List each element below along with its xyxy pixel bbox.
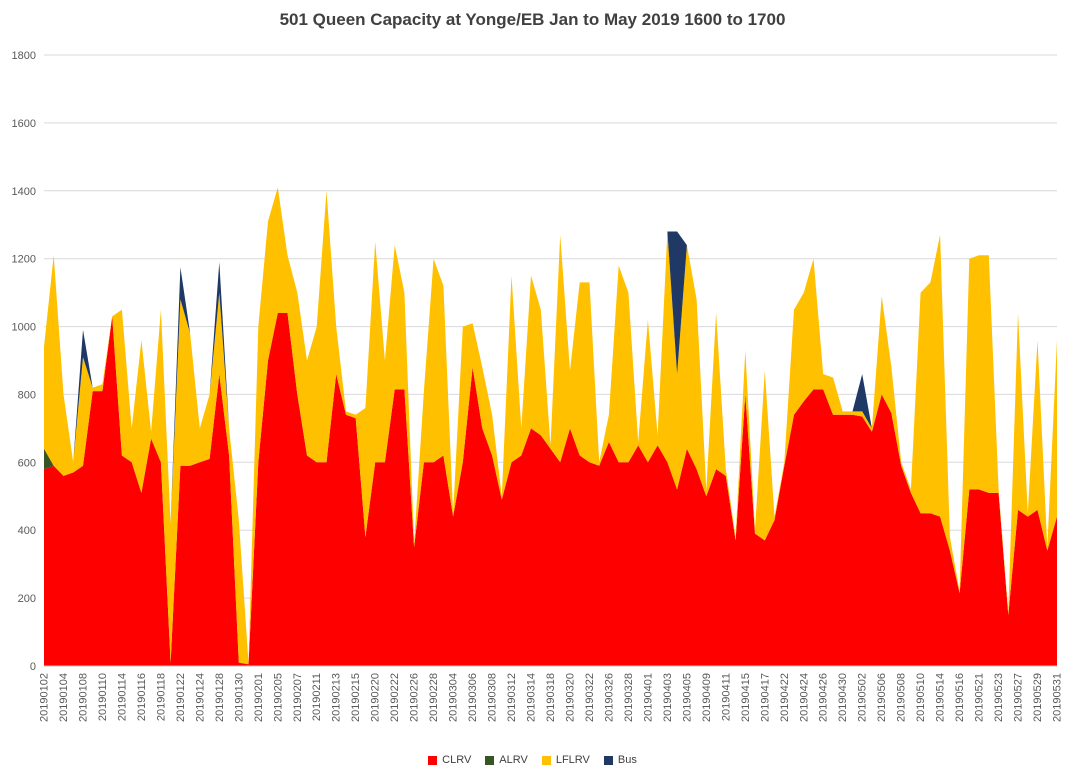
svg-text:20190110: 20190110	[97, 673, 109, 721]
svg-text:20190322: 20190322	[584, 673, 596, 722]
legend-label-clrv: CLRV	[442, 754, 472, 766]
chart-legend: CLRV ALRV LFLRV Bus	[0, 754, 1065, 766]
svg-text:20190411: 20190411	[720, 673, 732, 721]
svg-text:20190114: 20190114	[116, 673, 128, 721]
svg-text:20190514: 20190514	[935, 673, 947, 722]
svg-text:20190415: 20190415	[740, 673, 752, 722]
svg-text:600: 600	[18, 457, 36, 469]
svg-text:20190226: 20190226	[409, 673, 421, 722]
svg-text:20190403: 20190403	[662, 673, 674, 722]
svg-text:20190506: 20190506	[876, 673, 888, 722]
svg-text:20190508: 20190508	[896, 673, 908, 722]
legend-item-clrv: CLRV	[428, 754, 471, 766]
svg-text:20190130: 20190130	[233, 673, 245, 722]
svg-text:20190201: 20190201	[253, 673, 265, 722]
svg-text:20190531: 20190531	[1052, 673, 1064, 722]
svg-text:20190128: 20190128	[214, 673, 226, 722]
legend-label-alrv: ALRV	[499, 754, 528, 766]
svg-text:20190118: 20190118	[155, 673, 167, 721]
legend-item-bus: Bus	[603, 754, 637, 766]
svg-text:20190430: 20190430	[837, 673, 849, 722]
legend-label-lflrv: LFLRV	[555, 754, 590, 766]
svg-text:20190401: 20190401	[642, 673, 654, 722]
legend-item-alrv: ALRV	[485, 754, 528, 766]
chart-title: 501 Queen Capacity at Yonge/EB Jan to Ma…	[279, 10, 786, 29]
bus-swatch-icon	[603, 755, 613, 765]
svg-text:20190320: 20190320	[565, 673, 577, 722]
svg-text:20190228: 20190228	[428, 673, 440, 722]
svg-text:200: 200	[18, 593, 36, 605]
svg-text:20190521: 20190521	[974, 673, 986, 722]
svg-text:20190104: 20190104	[58, 673, 70, 722]
svg-text:20190409: 20190409	[701, 673, 713, 722]
alrv-swatch-icon	[485, 755, 495, 765]
svg-text:20190102: 20190102	[39, 673, 51, 722]
svg-text:20190122: 20190122	[175, 673, 187, 722]
svg-text:20190527: 20190527	[1013, 673, 1025, 722]
svg-text:20190502: 20190502	[857, 673, 869, 722]
lflrv-swatch-icon	[541, 755, 551, 765]
svg-text:20190108: 20190108	[78, 673, 90, 722]
svg-text:1200: 1200	[12, 254, 36, 266]
svg-text:20190220: 20190220	[370, 673, 382, 722]
svg-text:400: 400	[18, 525, 36, 537]
svg-text:20190312: 20190312	[506, 673, 518, 722]
svg-text:20190314: 20190314	[526, 673, 538, 722]
svg-text:20190328: 20190328	[623, 673, 635, 722]
svg-text:20190308: 20190308	[487, 673, 499, 722]
svg-text:20190529: 20190529	[1032, 673, 1044, 722]
svg-text:20190304: 20190304	[448, 673, 460, 722]
svg-text:1000: 1000	[12, 322, 36, 334]
svg-text:1600: 1600	[12, 118, 36, 130]
svg-text:800: 800	[18, 389, 36, 401]
svg-text:20190213: 20190213	[331, 673, 343, 722]
svg-text:20190417: 20190417	[759, 673, 771, 722]
svg-text:0: 0	[30, 661, 36, 673]
svg-text:20190422: 20190422	[779, 673, 791, 722]
legend-label-bus: Bus	[617, 754, 637, 766]
svg-text:20190116: 20190116	[136, 673, 148, 721]
svg-text:20190205: 20190205	[272, 673, 284, 722]
svg-text:1400: 1400	[12, 186, 36, 198]
svg-text:20190222: 20190222	[389, 673, 401, 722]
svg-text:20190318: 20190318	[545, 673, 557, 722]
legend-item-lflrv: LFLRV	[541, 754, 590, 766]
svg-text:20190215: 20190215	[350, 673, 362, 722]
svg-text:20190306: 20190306	[467, 673, 479, 722]
svg-text:1800: 1800	[12, 50, 36, 62]
svg-text:20190523: 20190523	[993, 673, 1005, 722]
svg-text:20190516: 20190516	[954, 673, 966, 722]
svg-text:20190124: 20190124	[194, 673, 206, 722]
svg-text:20190207: 20190207	[292, 673, 304, 722]
svg-text:20190426: 20190426	[818, 673, 830, 722]
svg-text:20190405: 20190405	[681, 673, 693, 722]
clrv-swatch-icon	[428, 755, 438, 765]
svg-text:20190326: 20190326	[603, 673, 615, 722]
svg-text:20190211: 20190211	[311, 673, 323, 721]
svg-text:20190510: 20190510	[915, 673, 927, 722]
svg-text:20190424: 20190424	[798, 673, 810, 722]
